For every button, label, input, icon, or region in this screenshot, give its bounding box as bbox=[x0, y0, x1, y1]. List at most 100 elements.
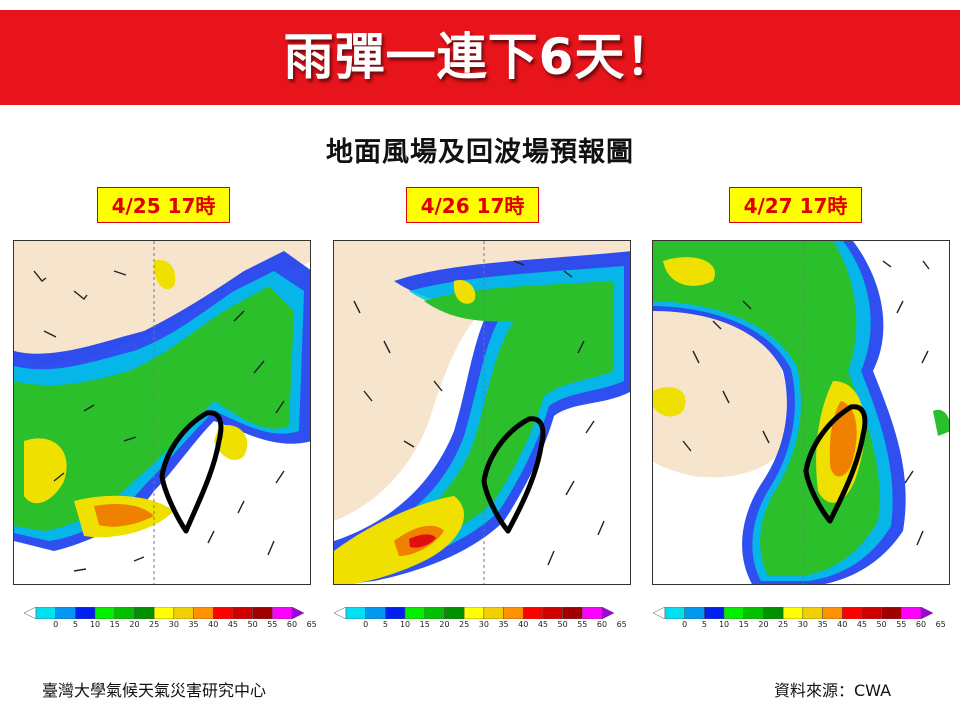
colorbar-swatch bbox=[861, 606, 882, 620]
colorbar-swatch bbox=[901, 606, 922, 620]
footer-data-source: 資料來源：CWA bbox=[774, 681, 892, 700]
colorbar-tick-label: 65 bbox=[616, 620, 627, 629]
land-china bbox=[334, 241, 630, 521]
colorbar-tick-label: 5 bbox=[72, 620, 78, 629]
colorbar-2: 0 5 10 15 20 25 30 35 40 45 50 55 60 65 bbox=[333, 604, 627, 636]
date-label-1: 4/25 17時 bbox=[97, 187, 230, 223]
colorbar-swatch bbox=[664, 606, 685, 620]
colorbar-swatch bbox=[404, 606, 426, 620]
colorbar-tick-label: 35 bbox=[498, 620, 509, 629]
colorbar-tick-label: 65 bbox=[306, 620, 317, 629]
colorbar-swatch bbox=[232, 606, 253, 620]
colorbar-tick-label: 40 bbox=[208, 620, 219, 629]
footer-source-organization: 臺灣大學氣候天氣災害研究中心 bbox=[42, 681, 267, 700]
date-label-2: 4/26 17時 bbox=[406, 187, 539, 223]
colorbar-tick-label: 5 bbox=[701, 620, 707, 629]
colorbar-swatch bbox=[114, 606, 135, 620]
colorbar-1: 0 5 10 15 20 25 30 35 40 45 50 55 60 65 bbox=[23, 604, 317, 636]
colorbar-swatch bbox=[35, 606, 56, 620]
colorbar-tick-label: 60 bbox=[915, 620, 927, 629]
colorbar-swatch bbox=[75, 606, 96, 620]
colorbar-tick-label: 5 bbox=[382, 620, 388, 629]
colorbar-swatch bbox=[652, 606, 666, 620]
colorbar-tick-label: 15 bbox=[419, 620, 430, 629]
colorbar-tick-label: 25 bbox=[459, 620, 470, 629]
forecast-map-3 bbox=[652, 240, 950, 585]
colorbar-swatch bbox=[782, 606, 804, 620]
colorbar-swatch bbox=[23, 606, 37, 620]
colorbar-swatch bbox=[920, 606, 934, 620]
colorbar-swatch bbox=[503, 606, 524, 620]
colorbar-swatch bbox=[345, 606, 366, 620]
colorbar-tick-label: 45 bbox=[537, 620, 549, 629]
colorbar-swatch bbox=[365, 606, 386, 620]
colorbar-tick-label: 0 bbox=[682, 620, 688, 629]
colorbar-swatch bbox=[94, 606, 116, 620]
colorbar-swatch bbox=[582, 606, 603, 620]
colorbar-swatch bbox=[483, 606, 504, 620]
colorbar-swatch bbox=[463, 606, 485, 620]
colorbar-tick-label: 55 bbox=[896, 620, 907, 629]
colorbar-swatch bbox=[252, 606, 273, 620]
colorbar-swatch bbox=[743, 606, 764, 620]
colorbar-swatch bbox=[522, 606, 544, 620]
colorbar-swatch bbox=[424, 606, 445, 620]
colorbar-swatches bbox=[652, 606, 934, 620]
colorbar-tick-label: 20 bbox=[758, 620, 769, 629]
colorbar-tick-label: 30 bbox=[168, 620, 179, 629]
colorbar-tick-label: 0 bbox=[363, 620, 369, 629]
colorbar-tick-label: 55 bbox=[577, 620, 588, 629]
colorbar-swatches bbox=[23, 606, 305, 620]
colorbar-tick-label: 20 bbox=[129, 620, 140, 629]
colorbar-swatch bbox=[333, 606, 347, 620]
colorbar-3: 0 5 10 15 20 25 30 35 40 45 50 55 60 65 bbox=[652, 604, 946, 636]
taiwan-outline bbox=[159, 410, 224, 534]
forecast-map-1 bbox=[13, 240, 311, 585]
land-china bbox=[14, 241, 310, 364]
title-banner: 雨彈一連下6天！ bbox=[0, 10, 960, 105]
colorbar-swatch bbox=[704, 606, 725, 620]
colorbar-tick-label: 45 bbox=[227, 620, 239, 629]
colorbar-swatch bbox=[291, 606, 305, 620]
colorbar-tick-label: 15 bbox=[109, 620, 120, 629]
colorbar-tick-label: 10 bbox=[718, 620, 730, 629]
colorbar-tick-label: 50 bbox=[247, 620, 258, 629]
colorbar-tick-label: 60 bbox=[596, 620, 608, 629]
colorbar-swatch bbox=[723, 606, 745, 620]
colorbar-swatch bbox=[153, 606, 175, 620]
land-china bbox=[653, 299, 790, 478]
colorbar-tick-label: 35 bbox=[188, 620, 199, 629]
colorbar-tick-label: 15 bbox=[738, 620, 749, 629]
colorbar-tick-label: 30 bbox=[478, 620, 489, 629]
taiwan-outline bbox=[481, 416, 546, 534]
colorbar-tick-label: 25 bbox=[149, 620, 160, 629]
colorbar-tick-label: 60 bbox=[286, 620, 298, 629]
colorbar-swatch bbox=[542, 606, 563, 620]
colorbar-swatch bbox=[193, 606, 214, 620]
colorbar-swatch bbox=[841, 606, 863, 620]
colorbar-tick-label: 50 bbox=[557, 620, 568, 629]
colorbar-tick-label: 0 bbox=[53, 620, 59, 629]
colorbar-swatch bbox=[212, 606, 234, 620]
colorbar-swatch bbox=[763, 606, 784, 620]
colorbar-tick-label: 40 bbox=[518, 620, 529, 629]
colorbar-tick-label: 30 bbox=[797, 620, 808, 629]
forecast-map-2 bbox=[333, 240, 631, 585]
taiwan-outline bbox=[803, 404, 868, 524]
colorbar-tick-label: 65 bbox=[935, 620, 946, 629]
banner-title: 雨彈一連下6天！ bbox=[283, 28, 677, 86]
colorbar-swatch bbox=[385, 606, 406, 620]
colorbar-swatch bbox=[55, 606, 76, 620]
colorbar-swatch bbox=[881, 606, 902, 620]
colorbar-swatch bbox=[684, 606, 705, 620]
colorbar-swatch bbox=[822, 606, 843, 620]
date-label-3: 4/27 17時 bbox=[729, 187, 862, 223]
page-subtitle: 地面風場及回波場預報圖 bbox=[326, 137, 634, 168]
colorbar-tick-label: 55 bbox=[267, 620, 278, 629]
colorbar-swatch bbox=[134, 606, 155, 620]
colorbar-tick-label: 35 bbox=[817, 620, 828, 629]
colorbar-tick-label: 20 bbox=[439, 620, 450, 629]
colorbar-swatch bbox=[601, 606, 615, 620]
colorbar-tick-label: 25 bbox=[778, 620, 789, 629]
colorbar-swatch bbox=[802, 606, 823, 620]
